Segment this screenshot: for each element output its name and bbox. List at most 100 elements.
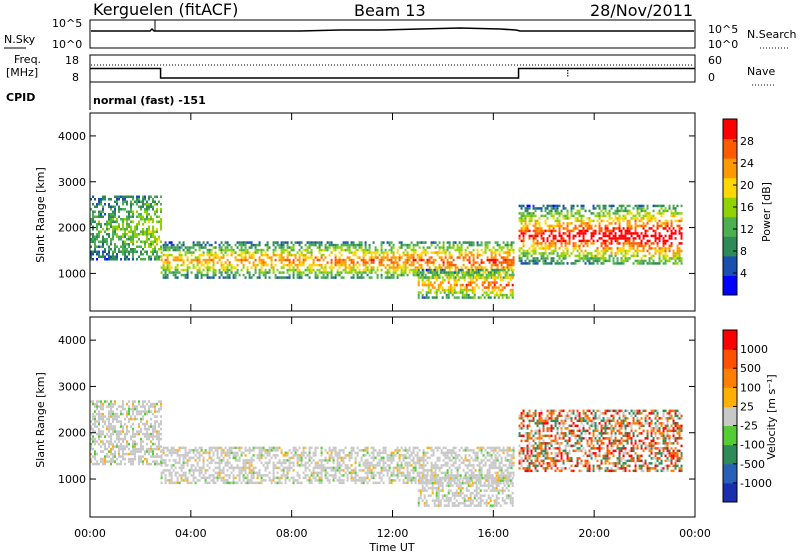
power-cell: [677, 252, 679, 255]
power-cell: [621, 205, 623, 208]
power-cell: [223, 244, 225, 247]
power-cell: [353, 264, 355, 267]
power-cell: [154, 258, 156, 261]
power-cell: [411, 261, 413, 264]
power-cell: [269, 276, 271, 279]
velocity-cell: [179, 447, 181, 450]
velocity-cell: [287, 467, 289, 470]
velocity-cell: [399, 449, 401, 452]
power-cell: [255, 266, 257, 269]
power-cell: [559, 212, 561, 215]
velocity-cell: [329, 459, 331, 462]
velocity-cell: [279, 467, 281, 470]
velocity-cell: [207, 477, 209, 480]
power-cell: [589, 257, 591, 260]
power-cell: [483, 251, 485, 254]
power-cell: [140, 246, 142, 249]
velocity-cell: [156, 435, 158, 438]
velocity-cell: [110, 448, 112, 451]
power-cell: [313, 264, 315, 267]
power-cell: [645, 245, 647, 248]
power-cell: [173, 259, 175, 262]
power-cell: [513, 259, 515, 262]
power-cell: [233, 266, 235, 269]
velocity-cell: [138, 400, 140, 403]
velocity-cell: [225, 479, 227, 482]
power-cell: [547, 237, 549, 240]
power-cell: [215, 254, 217, 256]
power-colorbar-segment: [723, 158, 737, 178]
power-cell: [455, 276, 457, 279]
velocity-cell: [227, 459, 229, 462]
velocity-cell: [319, 464, 321, 467]
power-cell: [219, 244, 221, 247]
power-cell: [609, 222, 611, 225]
velocity-cell: [154, 408, 156, 411]
velocity-cell: [122, 440, 124, 443]
velocity-cell: [112, 413, 114, 416]
velocity-cell: [140, 410, 142, 413]
power-cell: [347, 246, 349, 249]
power-cell: [673, 212, 675, 215]
power-cell: [485, 249, 487, 252]
power-cell: [377, 276, 379, 279]
power-cell: [521, 227, 523, 230]
velocity-cell: [140, 418, 142, 421]
velocity-cell: [100, 435, 102, 438]
power-cell: [511, 241, 513, 244]
power-cell: [422, 284, 424, 287]
power-cell: [476, 279, 478, 282]
velocity-cell: [110, 400, 112, 403]
power-cell: [437, 274, 439, 277]
power-cell: [369, 256, 371, 259]
velocity-cell: [140, 443, 142, 446]
velocity-cell: [399, 464, 401, 467]
velocity-cell: [375, 464, 377, 467]
power-cell: [134, 201, 136, 204]
velocity-cell: [349, 472, 351, 475]
power-cell: [243, 249, 245, 252]
velocity-cell: [389, 464, 391, 467]
power-cell: [661, 247, 663, 250]
velocity-cell: [219, 477, 221, 480]
power-cell: [130, 241, 132, 244]
velocity-cell: [144, 453, 146, 456]
velocity-cell: [150, 455, 152, 458]
power-cell: [573, 230, 575, 233]
velocity-cell: [359, 464, 361, 467]
power-cell: [565, 242, 567, 245]
velocity-cell: [177, 454, 179, 457]
power-cell: [597, 220, 599, 223]
power-cell: [128, 238, 130, 241]
power-cell: [427, 264, 429, 267]
power-cell: [563, 237, 565, 240]
power-cell: [508, 269, 510, 272]
velocity-cell: [281, 449, 283, 452]
power-cell: [227, 271, 229, 274]
velocity-cell: [98, 410, 100, 413]
velocity-cell: [187, 452, 189, 455]
power-cell: [511, 269, 513, 272]
power-cell: [118, 198, 120, 201]
power-cell: [434, 286, 436, 289]
power-cell: [297, 251, 299, 254]
velocity-cell: [225, 452, 227, 455]
power-cell: [595, 257, 597, 260]
power-cell: [381, 261, 383, 264]
power-cell: [285, 276, 287, 279]
power-cell: [525, 225, 527, 228]
power-cell: [571, 215, 573, 218]
velocity-cell: [158, 445, 160, 448]
power-cell: [375, 251, 377, 254]
power-cell: [337, 259, 339, 262]
power-cell: [569, 235, 571, 238]
power-cell: [529, 230, 531, 233]
power-cell: [473, 254, 475, 256]
power-cell: [545, 257, 547, 260]
power-cell: [285, 241, 287, 244]
velocity-cell: [209, 462, 211, 465]
power-cell: [241, 249, 243, 252]
power-cell: [201, 274, 203, 277]
velocity-cell: [134, 445, 136, 448]
power-cell: [533, 257, 535, 260]
